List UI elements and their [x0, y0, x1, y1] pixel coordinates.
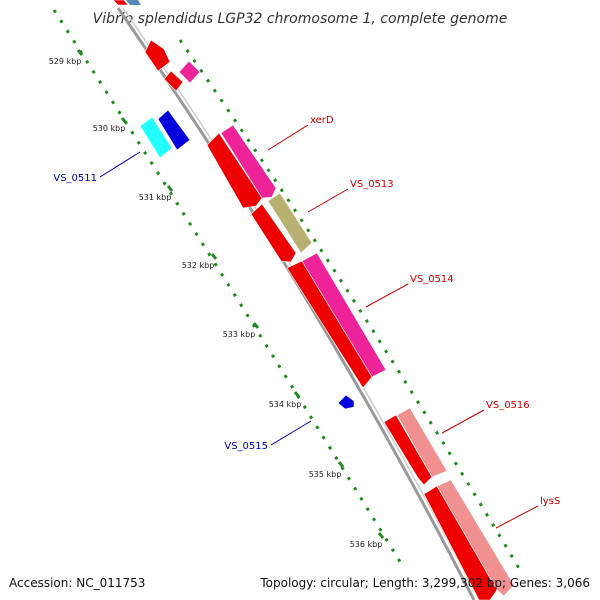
reverse-cds-VS_0511 [157, 109, 191, 151]
gene-label: VS_0514 [410, 274, 454, 285]
label-leader-line [267, 124, 309, 151]
tick-mark [337, 461, 345, 468]
reverse-gene-VS_0511 [139, 116, 173, 159]
tick-label: 530 kbp [93, 124, 126, 133]
inner-dotted-track [52, 9, 404, 566]
rna-lysS [436, 479, 515, 597]
tick-mark [76, 49, 84, 56]
tick-mark [252, 322, 260, 329]
tick-mark [166, 185, 174, 192]
gene-feature-top-2 [126, 0, 141, 5]
gene-VS_0514 [301, 252, 387, 378]
map-title: Vibrio splendidus LGP32 chromosome 1, co… [93, 11, 508, 27]
tick-label: 536 kbp [350, 540, 383, 549]
tick-mark [210, 253, 218, 260]
tick-mark [377, 532, 385, 539]
gene-feature-top-1 [112, 0, 129, 6]
accession-text: Accession: NC_011753 [9, 576, 146, 590]
gene-label: VS_0513 [350, 179, 394, 190]
tick-label: 535 kbp [309, 470, 342, 479]
gene-label: xerD [310, 115, 334, 126]
tick-mark [293, 391, 301, 398]
label-leader-line [495, 505, 539, 529]
rna-VS_0516 [396, 407, 448, 478]
gene-xerD [220, 124, 277, 199]
label-leader-line [99, 151, 141, 178]
chromosome-backbone [116, 7, 476, 600]
label-leader-line [365, 283, 409, 308]
tick-label: 529 kbp [49, 57, 82, 66]
topology-text: Topology: circular; Length: 3,299,302 bp… [260, 576, 590, 590]
label-leader-line [441, 409, 485, 434]
tick-marks [76, 49, 385, 539]
outer-dotted-track [178, 39, 522, 571]
gene-label: VS_0511 [53, 173, 97, 184]
tick-label: 531 kbp [139, 193, 172, 202]
gene-label: VS_0516 [486, 400, 530, 411]
tick-label: 534 kbp [269, 400, 302, 409]
gene-arrow-1 [178, 60, 201, 84]
reverse-cds-VS_0515 [337, 394, 355, 410]
label-leader-line [270, 420, 312, 446]
gene-label: VS_0515 [224, 441, 268, 452]
tick-labels: 529 kbp 530 kbp 531 kbp 532 kbp 533 kbp 534 k… [49, 57, 383, 549]
tick-mark [120, 117, 128, 124]
misc-VS_0513 [267, 192, 313, 254]
cds-arrow-2 [163, 70, 184, 92]
label-leader-line [307, 188, 349, 213]
tick-label: 533 kbp [223, 330, 256, 339]
cds-VS_0513 [250, 203, 297, 263]
gene-label: lysS [540, 496, 560, 507]
tick-label: 532 kbp [182, 261, 215, 270]
gene-labels: xerD VS_0513 VS_0514 VS_0516 lysS VS_0511 VS_0… [53, 115, 560, 529]
cds-arrow-1 [144, 39, 171, 72]
